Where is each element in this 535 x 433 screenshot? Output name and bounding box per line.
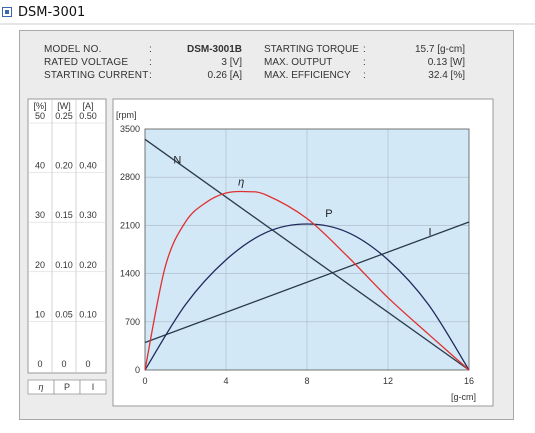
page-title: DSM-3001 <box>0 3 85 21</box>
spec-colon: : <box>363 57 366 68</box>
secondary-scale-panel <box>27 98 107 374</box>
secondary-tick-label: 50 <box>35 111 45 121</box>
secondary-axis-unit: [A] <box>82 101 93 111</box>
square-bullet-icon <box>2 7 12 17</box>
spec-value-voltage: 3 [V] <box>221 57 242 68</box>
secondary-tick-label: 10 <box>35 309 45 319</box>
x-tick-label: 0 <box>142 376 147 386</box>
spec-value-output: 0.13 [W] <box>427 57 465 68</box>
series-labels: N I Pη <box>173 154 431 238</box>
secondary-scales: [%] 0 10 20 30 40 50 [W] 0 0.05 0.10 0.15 0.20 0.25 [A… <box>28 99 106 373</box>
secondary-tick-label: 0.05 <box>55 309 73 319</box>
performance-chart: [%]01020304050[W]00.050.100.150.200.25[A… <box>27 98 494 407</box>
legend-box <box>79 379 107 395</box>
secondary-tick-label: 0.20 <box>79 260 97 270</box>
legend-entry: P <box>64 382 70 392</box>
y-tick-label: 700 <box>125 317 140 327</box>
secondary-axis-unit: [W] <box>57 101 71 111</box>
spec-label-efficiency: MAX. EFFICIENCY <box>264 70 351 81</box>
spec-label-output: MAX. OUTPUT <box>264 57 333 68</box>
title-divider <box>0 23 535 25</box>
spec-colon: : <box>149 57 152 68</box>
x-axis-label: [g-cm] <box>451 392 476 402</box>
output-curve <box>144 223 470 371</box>
secondary-tick-label: 0.20 <box>55 161 73 171</box>
secondary-tick-label: 0.50 <box>79 111 97 121</box>
x-tick-label: 4 <box>223 376 228 386</box>
spec-value-model: DSM-3001B <box>186 44 242 55</box>
secondary-tick-label: 0.25 <box>55 111 73 121</box>
spec-colon: : <box>363 70 366 81</box>
secondary-tick-label: 20 <box>35 260 45 270</box>
series-label-current-line: I <box>429 227 432 239</box>
secondary-tick-label: 0 <box>85 359 90 369</box>
secondary-tick-label: 0.30 <box>79 210 97 220</box>
series-lines <box>144 138 470 371</box>
secondary-tick-label: 0.10 <box>55 260 73 270</box>
spec-value-torque: 15.7 [g-cm] <box>414 44 465 55</box>
legend-entry: η <box>39 382 44 392</box>
efficiency-curve <box>144 190 470 371</box>
page-title-text: DSM-3001 <box>18 4 86 20</box>
secondary-axis-unit: [%] <box>33 101 46 111</box>
secondary-tick-label: 0.10 <box>79 309 97 319</box>
spec-colon: : <box>149 70 152 81</box>
secondary-tick-label: 30 <box>35 210 45 220</box>
secondary-tick-label: 0.40 <box>79 161 97 171</box>
y-tick-label: 0 <box>135 365 140 375</box>
spec-sheet: MODEL NO. : DSM-3001B STARTING TORQUE : … <box>19 30 514 420</box>
secondary-tick-label: 40 <box>35 161 45 171</box>
spec-label-torque: STARTING TORQUE <box>264 44 359 55</box>
y-tick-label: 2800 <box>120 172 140 182</box>
series-label-output-curve: P <box>325 208 332 220</box>
spec-label-model: MODEL NO. <box>44 44 102 55</box>
spec-colon: : <box>363 44 366 55</box>
series-label-efficiency-curve: η <box>238 176 244 188</box>
spec-label-current: STARTING CURRENT <box>44 70 149 81</box>
speed-line <box>144 138 470 371</box>
plot-frame <box>144 128 470 371</box>
legend-entry: I <box>92 382 95 392</box>
y-axis-label: [rpm] <box>116 110 137 120</box>
x-tick-label: 12 <box>383 376 393 386</box>
x-tick-label: 16 <box>464 376 474 386</box>
x-tick-label: 8 <box>304 376 309 386</box>
y-tick-label: 2100 <box>120 220 140 230</box>
y-tick-label: 1400 <box>120 269 140 279</box>
series-label-speed-line: N <box>173 154 181 166</box>
spec-colon: : <box>149 44 152 55</box>
secondary-tick-label: 0 <box>37 359 42 369</box>
spec-value-efficiency: 32.4 [%] <box>428 70 465 81</box>
secondary-tick-label: 0.15 <box>55 210 73 220</box>
spec-value-current: 0.26 [A] <box>207 70 242 81</box>
spec-label-voltage: RATED VOLTAGE <box>44 57 129 68</box>
axes: 0 700 1400 2100 2800 3500 0 4 8 12 16 <box>120 124 474 386</box>
current-line <box>144 221 470 344</box>
secondary-tick-label: 0 <box>61 359 66 369</box>
y-tick-label: 3500 <box>120 124 140 134</box>
